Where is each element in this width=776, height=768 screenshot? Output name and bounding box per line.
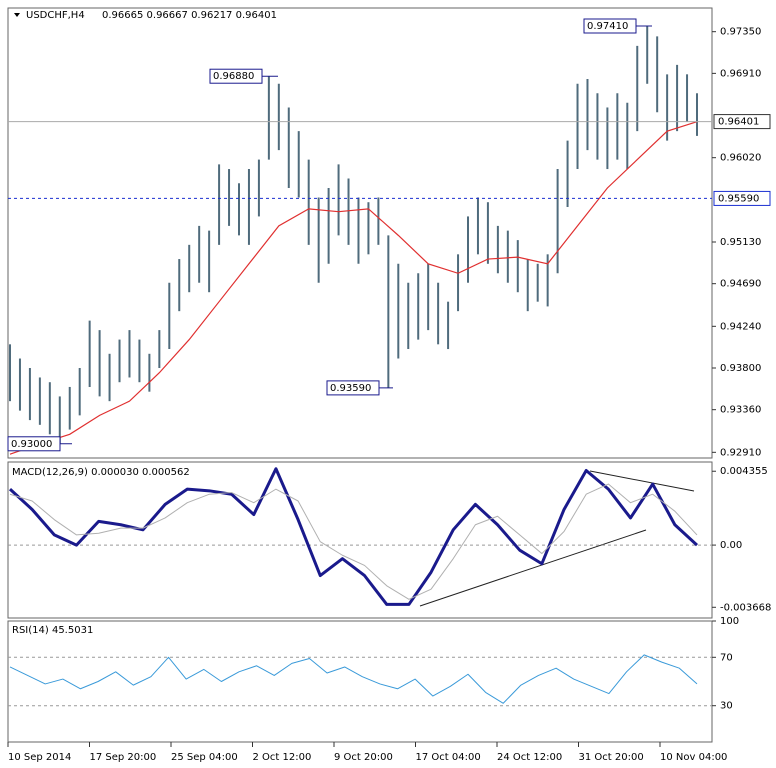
y-tick-label: 0.95130 bbox=[720, 237, 761, 248]
indicator-line bbox=[9, 483, 698, 600]
y-tick-label: 0.94240 bbox=[720, 321, 761, 332]
y-tick-label: 70 bbox=[720, 652, 733, 663]
x-tick-label: 17 Oct 04:00 bbox=[416, 752, 481, 763]
annotation-box bbox=[326, 380, 380, 396]
y-tick-label: 0.96020 bbox=[720, 153, 761, 164]
x-tick-label: 10 Nov 04:00 bbox=[660, 752, 727, 763]
y-tick-label: -0.003668 bbox=[720, 602, 771, 613]
price-label-box bbox=[713, 114, 771, 130]
y-tick-label: 0.92910 bbox=[720, 447, 761, 458]
y-tick-label: 0.93360 bbox=[720, 405, 761, 416]
moving-average bbox=[9, 121, 698, 455]
annotation-box bbox=[583, 18, 637, 34]
annotation-box bbox=[209, 68, 263, 84]
collapse-icon bbox=[14, 13, 20, 17]
macd-panel bbox=[7, 461, 713, 619]
annotation-label: 0.93000 bbox=[11, 439, 52, 450]
y-tick-label: 0.00 bbox=[720, 540, 742, 551]
y-tick-label: 0.96910 bbox=[720, 68, 761, 79]
y-tick-label: 0.97350 bbox=[720, 27, 761, 38]
level-label-box bbox=[713, 190, 771, 206]
y-tick-label: 0.004355 bbox=[720, 466, 768, 477]
annotation-box bbox=[7, 436, 61, 452]
price-label: 0.96401 bbox=[718, 117, 759, 128]
x-tick-label: 10 Sep 2014 bbox=[8, 752, 71, 763]
rsi-panel bbox=[7, 620, 713, 743]
x-tick-label: 17 Sep 20:00 bbox=[90, 752, 157, 763]
x-tick-label: 9 Oct 20:00 bbox=[334, 752, 393, 763]
indicator-line bbox=[8, 467, 699, 606]
trendline bbox=[589, 470, 695, 492]
chart-title: USDCHF,H4 bbox=[26, 10, 85, 21]
chart-subtitle: 0.96665 0.96667 0.96217 0.96401 bbox=[102, 10, 277, 21]
level-label: 0.95590 bbox=[718, 193, 759, 204]
y-tick-label: 100 bbox=[720, 616, 739, 627]
rsi-title: RSI(14) 45.5031 bbox=[12, 625, 93, 636]
x-tick-label: 31 Oct 20:00 bbox=[579, 752, 644, 763]
x-tick-label: 25 Sep 04:00 bbox=[171, 752, 238, 763]
x-tick-label: 24 Oct 12:00 bbox=[497, 752, 562, 763]
y-tick-label: 0.93800 bbox=[720, 363, 761, 374]
annotation-label: 0.96880 bbox=[213, 71, 254, 82]
x-tick-label: 2 Oct 12:00 bbox=[253, 752, 312, 763]
trendline bbox=[419, 529, 647, 607]
y-tick-label: 30 bbox=[720, 701, 733, 712]
indicator-line bbox=[9, 654, 698, 704]
main-panel bbox=[7, 7, 713, 459]
annotation-label: 0.93590 bbox=[330, 383, 371, 394]
y-tick-label: 0.94690 bbox=[720, 279, 761, 290]
macd-title: MACD(12,26,9) 0.000030 0.000562 bbox=[12, 467, 190, 478]
annotation-label: 0.97410 bbox=[587, 21, 628, 32]
